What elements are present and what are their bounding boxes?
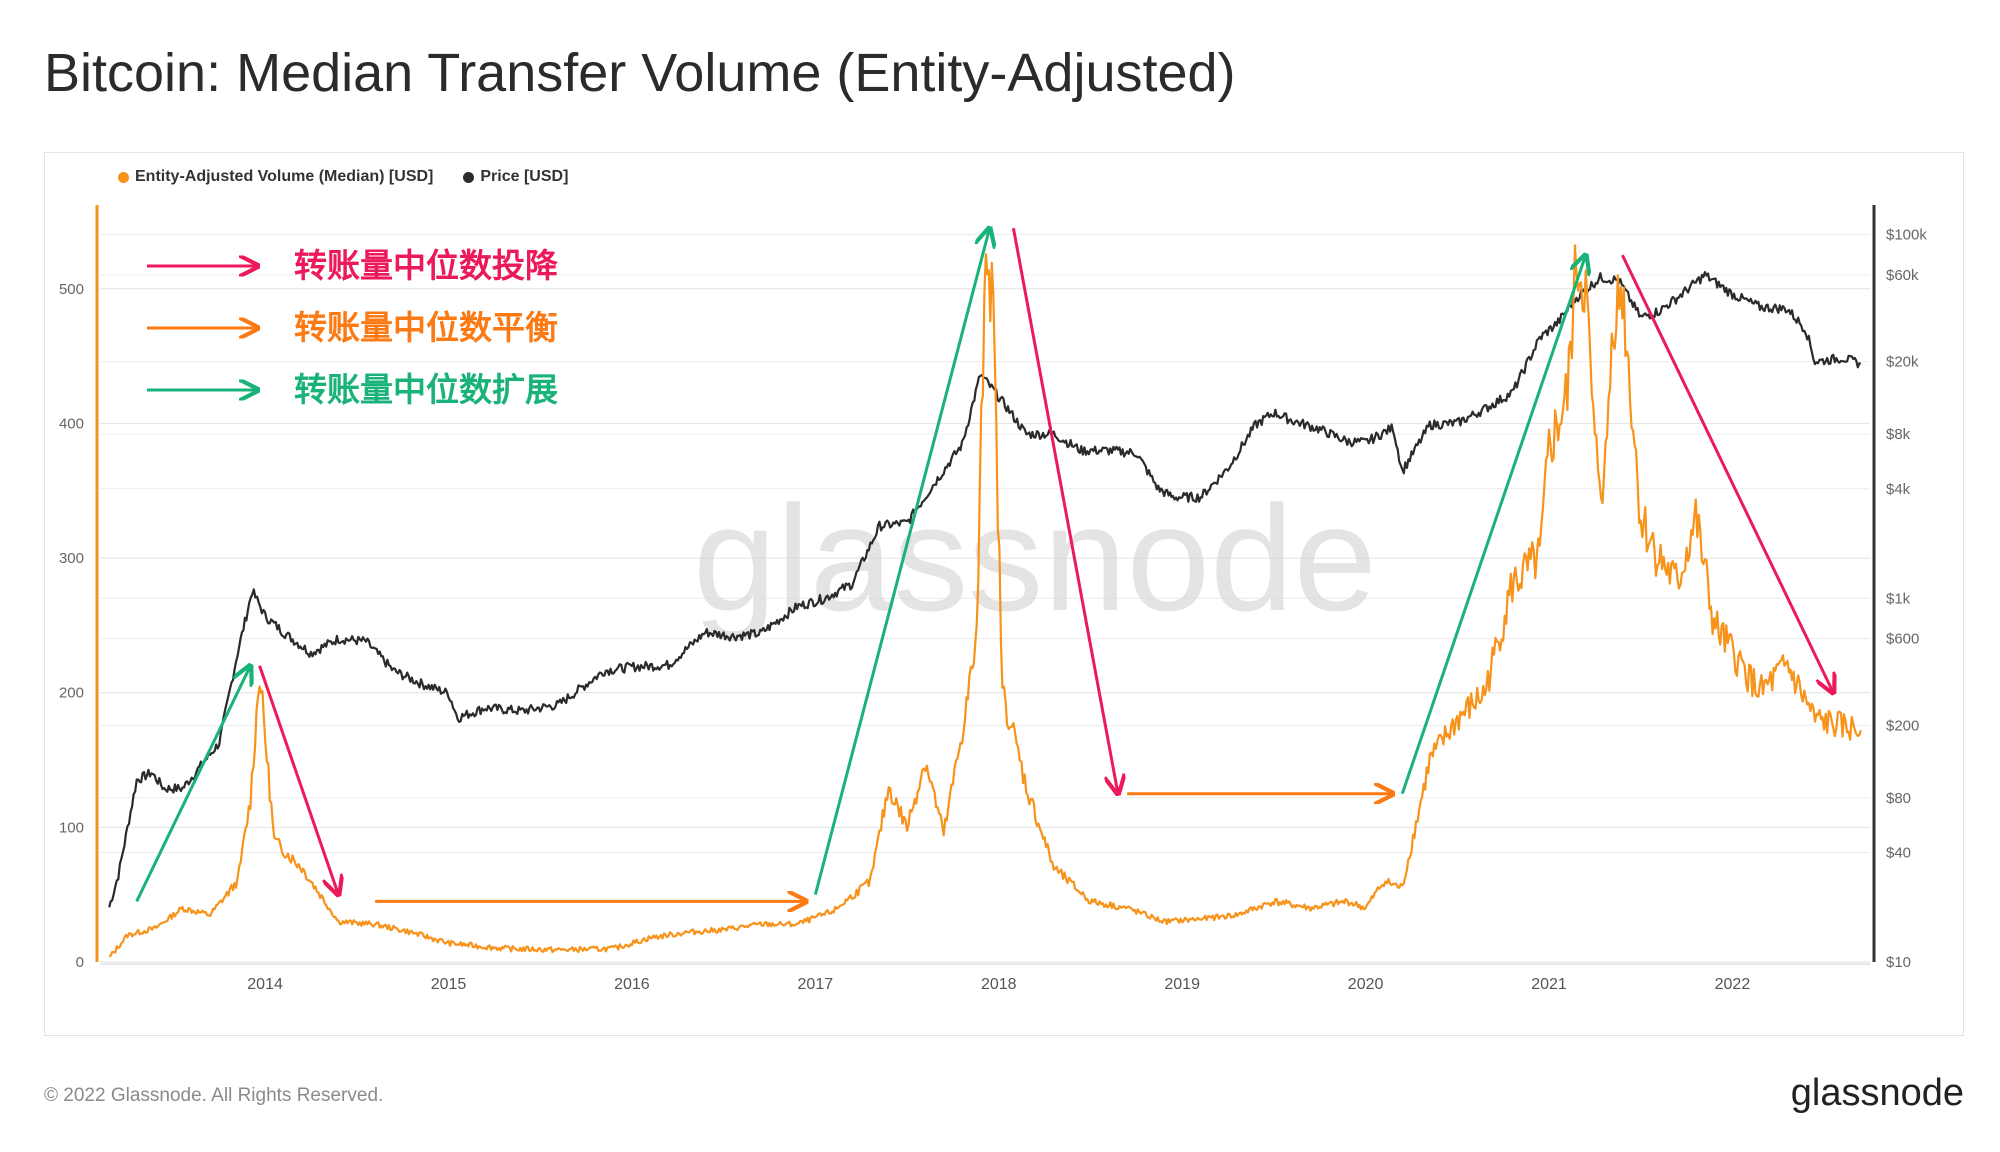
- glassnode-logo: glassnode: [1790, 1072, 1964, 1114]
- key-label-capitulation: 转账量中位数投降: [294, 246, 559, 285]
- y-right-tick-label-9: $60k: [1886, 267, 1919, 284]
- annotation-arrow-expansion-0: [135, 666, 251, 903]
- footer-copyright: © 2022 Glassnode. All Rights Reserved.: [44, 1085, 384, 1106]
- y-left-tick-label-0: 0: [76, 954, 84, 971]
- chart-frame: [44, 152, 1964, 1036]
- y-right-tick-label-3: $200: [1886, 717, 1919, 734]
- y-left-tick-label-2: 200: [59, 685, 84, 702]
- annotation-arrow-capitulation-4: [1011, 227, 1118, 794]
- page-title: Bitcoin: Median Transfer Volume (Entity-…: [44, 43, 1236, 103]
- legend-item-price[interactable]: Price [USD]: [463, 168, 568, 186]
- x-tick-label-0: 2014: [247, 976, 283, 993]
- legend-item-volume[interactable]: Entity-Adjusted Volume (Median) [USD]: [118, 168, 433, 186]
- y-right-tick-label-4: $600: [1886, 631, 1919, 648]
- y-left-tick-label-1: 100: [59, 819, 84, 836]
- x-tick-label-6: 2020: [1348, 976, 1384, 993]
- key-label-expansion: 转账量中位数扩展: [294, 370, 558, 409]
- chart-legend: Entity-Adjusted Volume (Median) [USD] Pr…: [118, 168, 568, 186]
- y-right-tick-label-0: $10: [1886, 954, 1911, 971]
- x-tick-label-3: 2017: [798, 976, 834, 993]
- key-label-equilibrium: 转账量中位数平衡: [294, 308, 558, 347]
- volume-series-line: [108, 244, 1862, 958]
- x-tick-label-4: 2018: [981, 976, 1017, 993]
- legend-dot-volume: [118, 171, 129, 183]
- y-right-tick-label-8: $20k: [1886, 354, 1919, 371]
- annotation-arrow-capitulation-7: [1621, 254, 1833, 693]
- watermark-text: glassnode: [693, 474, 1377, 642]
- legend-label-volume: Entity-Adjusted Volume (Median) [USD]: [135, 168, 434, 185]
- annotation-arrow-expansion-3: [813, 228, 989, 896]
- y-right-tick-label-2: $80: [1886, 790, 1911, 807]
- x-tick-label-2: 2016: [614, 976, 650, 993]
- y-left-tick-label-3: 300: [59, 550, 84, 567]
- y-right-tick-label-6: $4k: [1886, 481, 1911, 498]
- x-tick-label-7: 2021: [1531, 976, 1567, 993]
- y-left-tick-label-5: 500: [59, 281, 84, 298]
- y-left-tick-label-4: 400: [59, 415, 84, 432]
- annotation-arrow-capitulation-1: [258, 665, 339, 895]
- y-right-tick-label-1: $40: [1886, 845, 1911, 862]
- x-tick-label-8: 2022: [1715, 976, 1751, 993]
- legend-dot-price: [463, 171, 475, 183]
- y-right-tick-label-7: $8k: [1886, 426, 1911, 443]
- x-tick-label-5: 2019: [1164, 976, 1200, 993]
- annotation-arrow-expansion-6: [1400, 255, 1585, 795]
- x-tick-label-1: 2015: [431, 976, 467, 993]
- legend-label-price: Price [USD]: [480, 168, 569, 185]
- y-right-tick-label-10: $100k: [1886, 227, 1927, 244]
- y-right-tick-label-5: $1k: [1886, 590, 1911, 607]
